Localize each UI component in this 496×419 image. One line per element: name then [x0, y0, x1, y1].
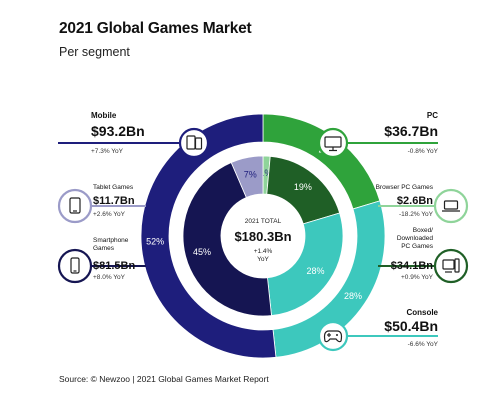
center-total-growth-unit: YoY [257, 256, 269, 263]
laptop-icon [433, 188, 469, 224]
smartphone-icon [57, 248, 93, 284]
inner-label-browser_pc: 1% [259, 168, 272, 178]
chart-subtitle: Per segment [59, 45, 130, 59]
inner-slice-smartphone [182, 162, 272, 317]
callout-growth-smartphone: +8.0% YoY [93, 274, 126, 281]
inner-label-tablet: 7% [244, 169, 257, 179]
outer-label-console: 28% [344, 291, 362, 301]
callout-name-tablet: Tablet Games [93, 184, 134, 191]
callout-value-console: $50.4Bn [384, 318, 438, 334]
callout-growth-console: -6.6% YoY [408, 341, 439, 348]
callout-value-pc: $36.7Bn [384, 123, 438, 139]
outer-slice-mobile [140, 113, 277, 359]
center-total-growth: +1.4% [254, 248, 273, 255]
center-hole [221, 194, 305, 278]
callout-growth-boxed_pc: +0.9% YoY [401, 274, 434, 281]
callout-value-tablet: $11.7Bn [93, 195, 135, 207]
callout-growth-browser_pc: -18.2% YoY [399, 211, 434, 218]
center-total-value: $180.3Bn [234, 229, 291, 244]
callout-name-console: Console [406, 308, 438, 317]
callout-value-browser_pc: $2.6Bn [397, 195, 433, 207]
inner-label-boxed_pc: 19% [294, 182, 312, 192]
inner-label-console: 28% [306, 266, 324, 276]
callout-name-mobile: Mobile [91, 111, 117, 120]
callout-name-pc: PC [427, 111, 438, 120]
mobile-devices-icon [178, 127, 210, 159]
callout-growth-pc: -0.8% YoY [408, 148, 439, 155]
inner-label-smartphone: 45% [193, 247, 211, 257]
callout-name-boxed_pc: Boxed/Downloaded PC Games [397, 227, 434, 250]
callout-name-browser_pc: Browser PC Games [376, 184, 434, 191]
outer-label-mobile: 52% [146, 237, 164, 247]
callout-name-smartphone: Smartphone Games [93, 237, 129, 252]
center-total-label: 2021 TOTAL [245, 218, 282, 225]
pc-tower-icon [433, 248, 469, 284]
callout-value-boxed_pc: $34.1Bn [391, 260, 433, 272]
monitor-icon [317, 127, 349, 159]
callout-value-smartphone: $81.5Bn [93, 260, 135, 272]
source-note: Source: © Newzoo | 2021 Global Games Mar… [59, 374, 269, 384]
chart-title: 2021 Global Games Market [59, 20, 252, 37]
callout-growth-tablet: +2.6% YoY [93, 211, 126, 218]
gamepad-icon [317, 320, 349, 352]
callout-value-mobile: $93.2Bn [91, 123, 145, 139]
callout-growth-mobile: +7.3% YoY [91, 148, 124, 155]
tablet-icon [57, 188, 93, 224]
